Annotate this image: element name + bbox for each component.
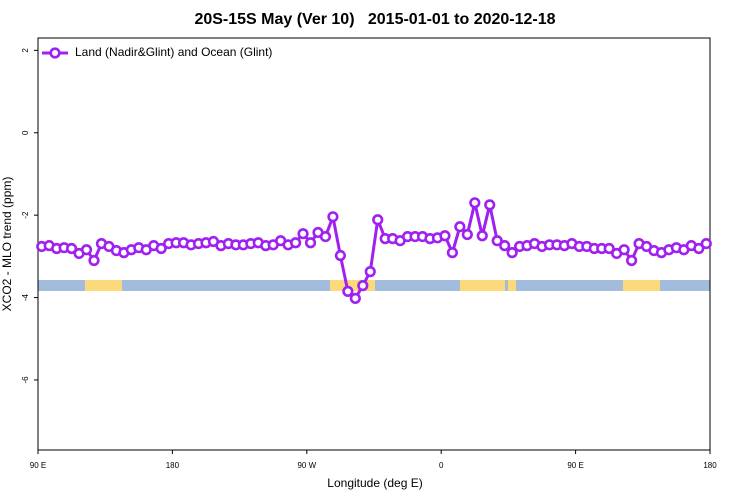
land-band [460,280,505,291]
y-tick-label: -2 [21,211,30,219]
point [446,247,459,259]
land-band [623,280,660,291]
land-band [85,280,122,291]
point [319,230,332,243]
point [357,280,369,292]
land-band [330,280,375,291]
point [342,285,354,297]
point [364,266,376,278]
y-tick-label: -6 [21,376,30,384]
x-tick-label: 90 E [30,461,46,470]
point [700,237,712,250]
point [499,240,511,252]
legend-marker [49,47,61,59]
land-band [508,280,516,291]
point [454,221,466,233]
point [618,244,630,256]
point [65,242,78,255]
legend-label: Land (Nadir&Glint) and Ocean (Glint) [75,45,272,59]
point [476,230,488,242]
point [506,247,518,259]
point [290,237,302,249]
point [297,228,309,240]
point [304,237,317,249]
point [484,199,496,211]
x-tick-label: 180 [166,461,180,470]
x-tick-label: 90 W [297,461,316,470]
point [439,230,451,242]
chart-title: 20S-15S May (Ver 10) 2015-01-01 to 2020-… [194,11,555,28]
x-tick-label: 90 E [567,461,583,470]
point [625,254,638,267]
point [461,228,473,241]
y-axis-label: XCO2 - MLO trend (ppm) [0,177,14,312]
land-ocean-strip [38,280,710,291]
y-tick-label: 0 [21,130,30,135]
point [155,242,167,255]
x-tick-label: 0 [439,461,444,470]
point [469,197,481,209]
point [334,249,347,262]
point [327,211,339,223]
x-axis-label: Longitude (deg E) [327,476,422,490]
x-tick-label: 180 [703,461,717,470]
y-tick-label: 2 [21,48,30,53]
point [88,254,100,267]
point [491,235,503,247]
point [372,214,384,226]
point [80,244,93,256]
point [349,292,361,304]
y-tick-label: -4 [21,293,30,301]
point [693,242,705,255]
point [603,242,615,255]
